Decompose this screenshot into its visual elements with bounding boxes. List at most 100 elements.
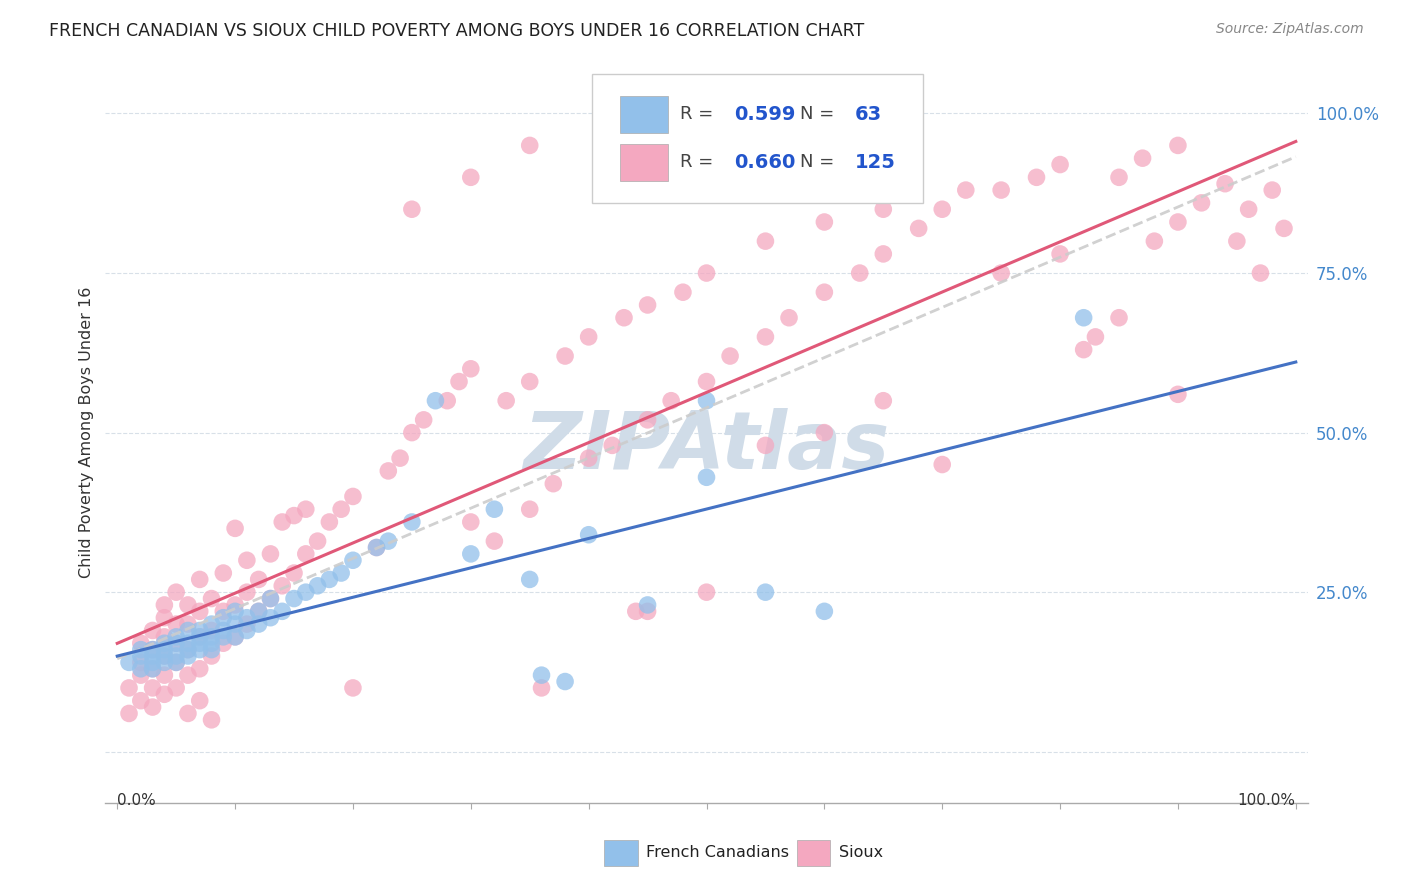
Point	[872, 202, 894, 217]
Point	[177, 706, 200, 721]
Point	[188, 636, 211, 650]
Text: R =: R =	[681, 153, 718, 171]
Point	[153, 656, 176, 670]
Point	[377, 534, 399, 549]
Point	[813, 215, 835, 229]
Point	[460, 170, 482, 185]
Point	[1025, 170, 1047, 185]
Point	[153, 648, 176, 663]
Point	[177, 624, 200, 638]
Point	[153, 668, 176, 682]
Point	[530, 668, 553, 682]
Point	[342, 490, 364, 504]
Point	[696, 375, 718, 389]
Point	[637, 598, 659, 612]
Point	[554, 349, 576, 363]
Point	[236, 624, 259, 638]
Point	[236, 617, 259, 632]
Point	[129, 656, 152, 670]
Point	[990, 266, 1012, 280]
Point	[200, 630, 222, 644]
Point	[224, 521, 246, 535]
Point	[1049, 247, 1071, 261]
Point	[342, 681, 364, 695]
Point	[188, 694, 211, 708]
Point	[165, 630, 187, 644]
Point	[129, 694, 152, 708]
Point	[259, 591, 281, 606]
Point	[271, 604, 294, 618]
Text: French Canadians: French Canadians	[647, 845, 789, 860]
Point	[224, 630, 246, 644]
Point	[519, 138, 541, 153]
Point	[153, 687, 176, 701]
Point	[754, 438, 776, 452]
Point	[1108, 170, 1130, 185]
Point	[283, 508, 305, 523]
Point	[129, 662, 152, 676]
Point	[236, 585, 259, 599]
Point	[637, 298, 659, 312]
Point	[637, 413, 659, 427]
Point	[1073, 310, 1095, 325]
Point	[153, 611, 176, 625]
Point	[484, 502, 506, 516]
Point	[401, 202, 423, 217]
Point	[165, 585, 187, 599]
Point	[212, 611, 235, 625]
Point	[1073, 343, 1095, 357]
Point	[200, 591, 222, 606]
Point	[188, 604, 211, 618]
Point	[165, 636, 187, 650]
Point	[188, 630, 211, 644]
Point	[401, 425, 423, 440]
Point	[259, 611, 281, 625]
Point	[212, 630, 235, 644]
Point	[600, 438, 623, 452]
Point	[165, 617, 187, 632]
Point	[200, 648, 222, 663]
Point	[696, 266, 718, 280]
Point	[931, 458, 953, 472]
Point	[177, 642, 200, 657]
Text: 0.0%: 0.0%	[117, 793, 156, 808]
Point	[188, 624, 211, 638]
Point	[754, 585, 776, 599]
Point	[578, 527, 600, 541]
Point	[165, 636, 187, 650]
Point	[778, 310, 800, 325]
Point	[142, 624, 165, 638]
Point	[153, 648, 176, 663]
Point	[177, 642, 200, 657]
Point	[153, 642, 176, 657]
Text: 0.660: 0.660	[734, 153, 796, 172]
Point	[718, 349, 741, 363]
FancyBboxPatch shape	[592, 73, 922, 203]
Point	[1272, 221, 1295, 235]
Point	[624, 604, 647, 618]
Point	[283, 566, 305, 580]
Y-axis label: Child Poverty Among Boys Under 16: Child Poverty Among Boys Under 16	[79, 287, 94, 578]
Point	[519, 573, 541, 587]
Point	[177, 598, 200, 612]
Point	[872, 393, 894, 408]
Point	[389, 451, 412, 466]
Point	[659, 393, 682, 408]
Point	[247, 573, 270, 587]
Point	[425, 393, 447, 408]
Point	[129, 648, 152, 663]
FancyBboxPatch shape	[620, 95, 668, 133]
Point	[212, 636, 235, 650]
Point	[129, 636, 152, 650]
Point	[247, 604, 270, 618]
Point	[447, 375, 470, 389]
Point	[813, 604, 835, 618]
Text: 63: 63	[855, 104, 882, 124]
Point	[153, 598, 176, 612]
Point	[401, 515, 423, 529]
Point	[613, 310, 636, 325]
Point	[484, 534, 506, 549]
Point	[1237, 202, 1260, 217]
Point	[200, 624, 222, 638]
Point	[318, 515, 340, 529]
